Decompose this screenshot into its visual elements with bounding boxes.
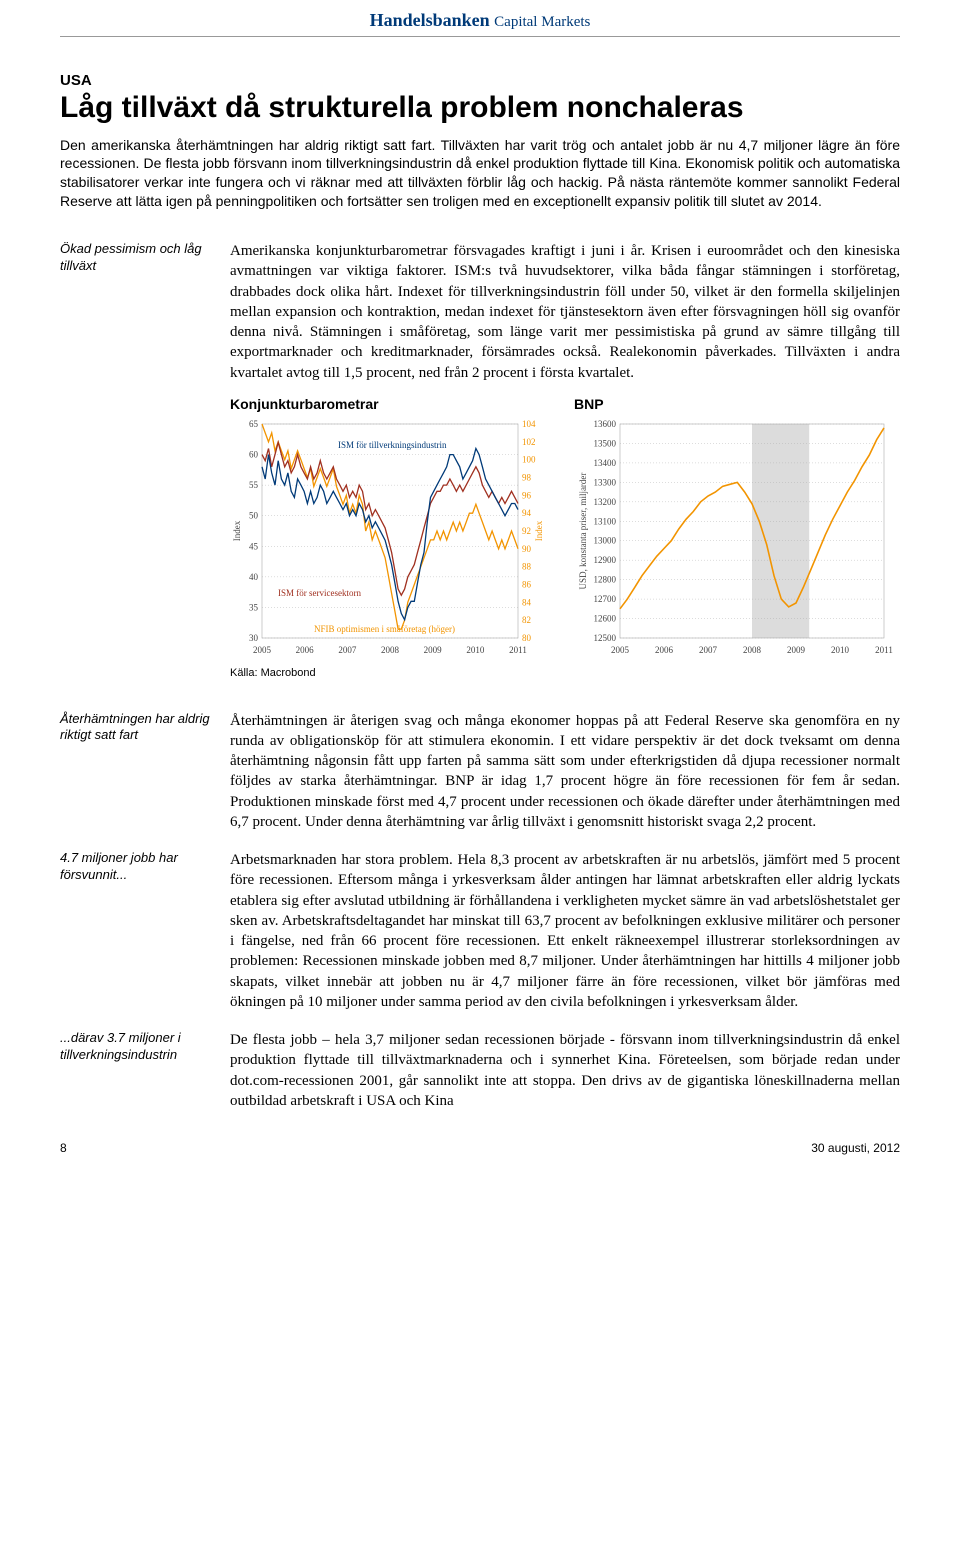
margin-note: Ökad pessimism och låg tillväxt bbox=[60, 241, 230, 692]
svg-text:88: 88 bbox=[522, 561, 532, 571]
page-title: Låg tillväxt då strukturella problem non… bbox=[60, 91, 900, 126]
svg-text:104: 104 bbox=[522, 419, 536, 429]
svg-text:ISM för servicesektorn: ISM för servicesektorn bbox=[278, 588, 361, 598]
svg-text:Index: Index bbox=[534, 520, 544, 541]
svg-text:2006: 2006 bbox=[296, 645, 315, 655]
body-col: Amerikanska konjunkturbarometrar försvag… bbox=[230, 241, 900, 692]
svg-text:98: 98 bbox=[522, 472, 532, 482]
svg-text:84: 84 bbox=[522, 597, 532, 607]
svg-text:96: 96 bbox=[522, 490, 532, 500]
intro-paragraph: Den amerikanska återhämtningen har aldri… bbox=[60, 136, 900, 212]
svg-text:2006: 2006 bbox=[655, 645, 674, 655]
svg-text:13500: 13500 bbox=[594, 438, 617, 448]
content-row: 4.7 miljoner jobb har försvunnit... Arbe… bbox=[60, 850, 900, 1012]
svg-text:92: 92 bbox=[522, 526, 531, 536]
svg-text:102: 102 bbox=[522, 437, 536, 447]
svg-text:USD, konstanta priser, miljard: USD, konstanta priser, miljarder bbox=[578, 472, 588, 589]
content-row: ...därav 3.7 miljoner i tillverkningsind… bbox=[60, 1030, 900, 1111]
footer-date: 30 augusti, 2012 bbox=[811, 1141, 900, 1155]
page-number: 8 bbox=[60, 1141, 67, 1155]
svg-text:12500: 12500 bbox=[594, 633, 617, 643]
header: Handelsbanken Capital Markets bbox=[60, 0, 900, 37]
svg-text:12800: 12800 bbox=[594, 574, 617, 584]
chart-konjunktur: Konjunkturbarometrar 30 35 40 45 50 55 60 65 80 8… bbox=[230, 395, 556, 658]
page-footer: 8 30 augusti, 2012 bbox=[60, 1141, 900, 1155]
svg-text:2011: 2011 bbox=[509, 645, 527, 655]
svg-text:13400: 13400 bbox=[594, 458, 617, 468]
svg-text:2009: 2009 bbox=[787, 645, 806, 655]
body-paragraph: Arbetsmarknaden har stora problem. Hela … bbox=[230, 850, 900, 1012]
svg-text:12600: 12600 bbox=[594, 613, 617, 623]
body-paragraph: Amerikanska konjunkturbarometrar försvag… bbox=[230, 241, 900, 383]
svg-text:2009: 2009 bbox=[424, 645, 443, 655]
svg-text:Index: Index bbox=[232, 520, 242, 541]
charts-row: Konjunkturbarometrar 30 35 40 45 50 55 60 65 80 8… bbox=[230, 395, 900, 658]
svg-text:12900: 12900 bbox=[594, 555, 617, 565]
chart-title: BNP bbox=[574, 395, 900, 414]
svg-text:ISM för tillverkningsindustrin: ISM för tillverkningsindustrin bbox=[338, 440, 447, 450]
svg-text:2008: 2008 bbox=[381, 645, 400, 655]
svg-text:2010: 2010 bbox=[831, 645, 850, 655]
chart-bnp: BNP 125001260012700128001290013000131001… bbox=[574, 395, 900, 658]
svg-text:86: 86 bbox=[522, 579, 532, 589]
svg-text:55: 55 bbox=[249, 480, 259, 490]
svg-text:13600: 13600 bbox=[594, 419, 617, 429]
svg-text:13200: 13200 bbox=[594, 497, 617, 507]
svg-text:94: 94 bbox=[522, 508, 532, 518]
brand-name: Handelsbanken bbox=[370, 10, 490, 30]
svg-text:2007: 2007 bbox=[699, 645, 718, 655]
svg-text:35: 35 bbox=[249, 602, 259, 612]
svg-text:2005: 2005 bbox=[253, 645, 272, 655]
svg-text:50: 50 bbox=[249, 510, 259, 520]
brand-logo: Handelsbanken Capital Markets bbox=[370, 10, 591, 30]
svg-text:13100: 13100 bbox=[594, 516, 617, 526]
content-row: Ökad pessimism och låg tillväxt Amerikan… bbox=[60, 241, 900, 692]
svg-text:2011: 2011 bbox=[875, 645, 893, 655]
body-paragraph: De flesta jobb – hela 3,7 miljoner sedan… bbox=[230, 1030, 900, 1111]
content-row: Återhämtningen har aldrig riktigt satt f… bbox=[60, 711, 900, 833]
chart-title: Konjunkturbarometrar bbox=[230, 395, 556, 414]
margin-note: ...därav 3.7 miljoner i tillverkningsind… bbox=[60, 1030, 230, 1111]
svg-text:13300: 13300 bbox=[594, 477, 617, 487]
svg-text:90: 90 bbox=[522, 544, 532, 554]
svg-text:100: 100 bbox=[522, 454, 536, 464]
svg-text:NFIB optimismen i småföretag (: NFIB optimismen i småföretag (höger) bbox=[314, 624, 455, 634]
svg-text:2008: 2008 bbox=[743, 645, 762, 655]
brand-sub: Capital Markets bbox=[494, 14, 590, 30]
svg-text:13000: 13000 bbox=[594, 535, 617, 545]
svg-text:60: 60 bbox=[249, 449, 259, 459]
svg-text:45: 45 bbox=[249, 541, 259, 551]
svg-text:30: 30 bbox=[249, 633, 259, 643]
svg-text:12700: 12700 bbox=[594, 594, 617, 604]
margin-note: 4.7 miljoner jobb har försvunnit... bbox=[60, 850, 230, 1012]
svg-text:2010: 2010 bbox=[466, 645, 485, 655]
margin-note: Återhämtningen har aldrig riktigt satt f… bbox=[60, 711, 230, 833]
svg-text:80: 80 bbox=[522, 633, 532, 643]
svg-text:40: 40 bbox=[249, 572, 259, 582]
chart-source: Källa: Macrobond bbox=[230, 666, 900, 681]
svg-text:2007: 2007 bbox=[338, 645, 357, 655]
chart-svg-right: 12500 12600 12700 12800 12900 13000 13100 13200… bbox=[574, 418, 894, 658]
svg-text:82: 82 bbox=[522, 615, 531, 625]
svg-text:2005: 2005 bbox=[611, 645, 630, 655]
body-paragraph: Återhämtningen är återigen svag och mång… bbox=[230, 711, 900, 833]
svg-text:65: 65 bbox=[249, 419, 259, 429]
section-label: USA bbox=[60, 72, 900, 89]
chart-svg-left: 30 35 40 45 50 55 60 65 80 82 84 86 88 90 92 94 96 98 100 1… bbox=[230, 418, 550, 658]
